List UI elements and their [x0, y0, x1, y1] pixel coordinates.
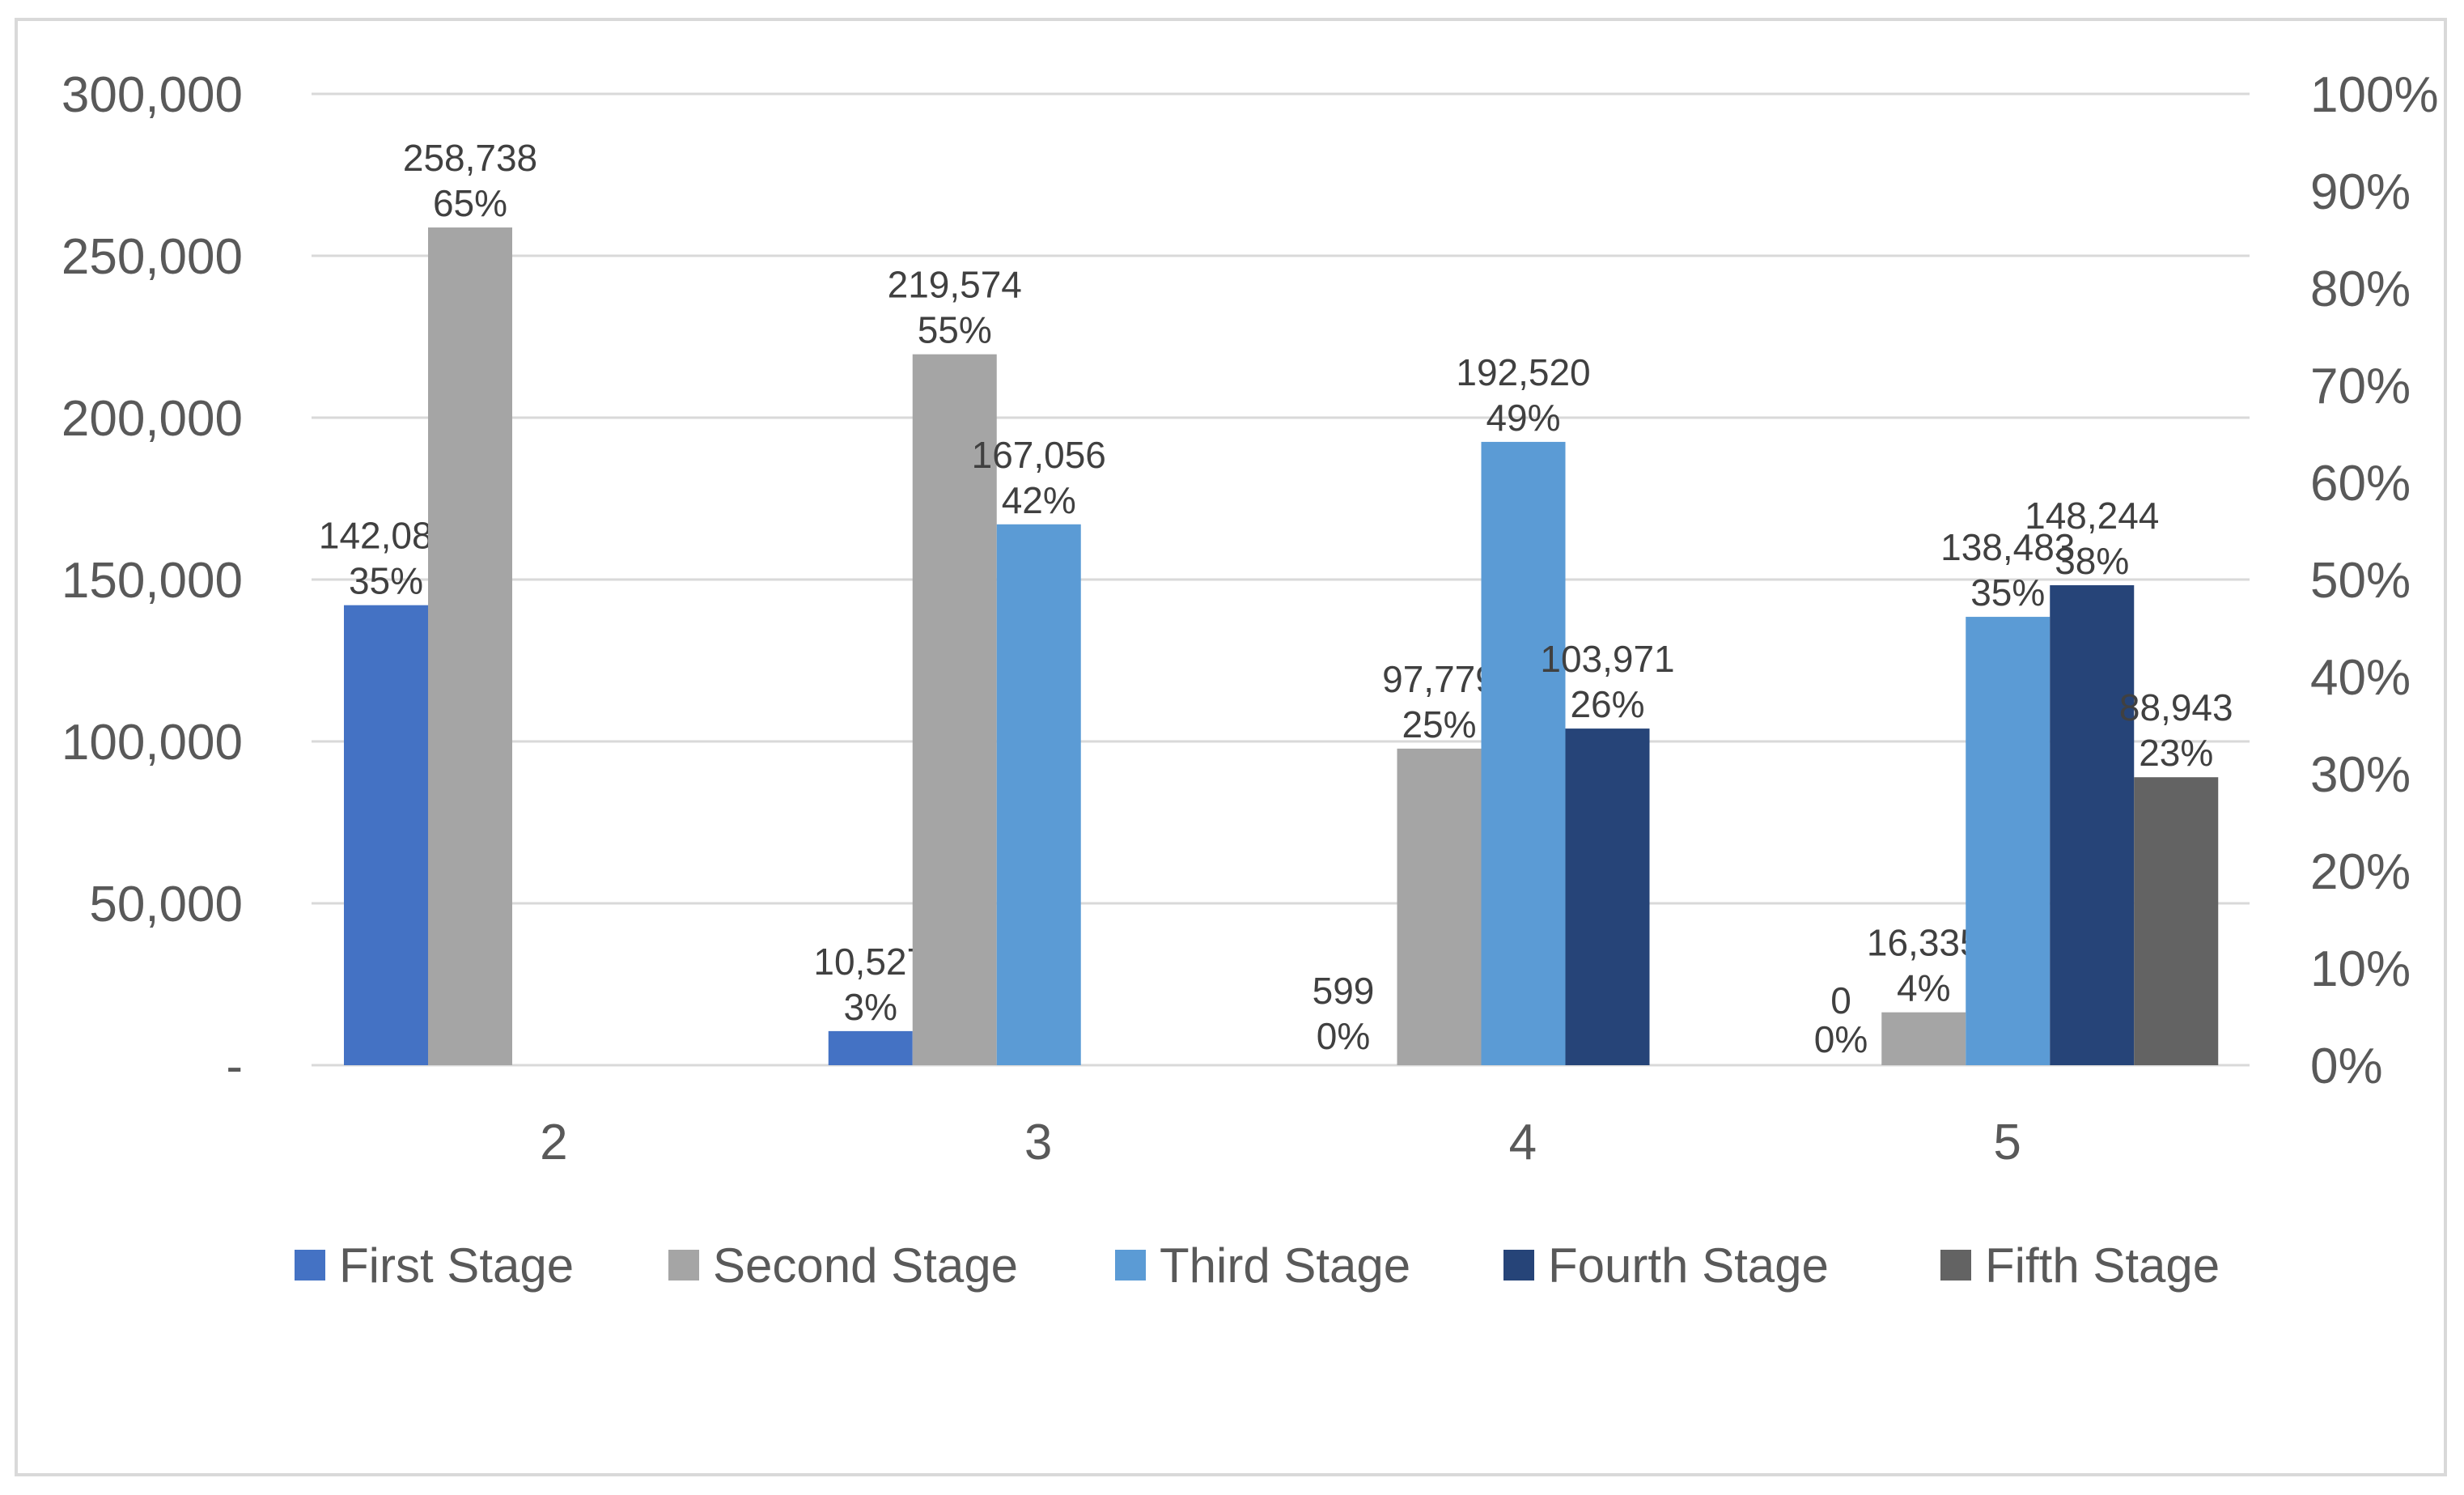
y-axis-tick-label: 50,000	[89, 877, 243, 932]
data-label-percent: 3%	[844, 986, 897, 1028]
y2-axis-tick-label: 90%	[2310, 164, 2411, 220]
x-axis-tick-label: 5	[1993, 1115, 2021, 1170]
y2-axis-tick-label: 50%	[2310, 553, 2411, 609]
data-label-value: 219,574	[888, 264, 1022, 306]
data-label-percent: 49%	[1486, 397, 1560, 439]
bar	[1881, 1012, 1966, 1065]
legend-swatch	[668, 1250, 699, 1281]
data-label-value: 599	[1313, 970, 1375, 1012]
legend-label: Fifth Stage	[1985, 1238, 2220, 1293]
bar	[344, 605, 428, 1065]
data-label-percent: 25%	[1402, 703, 1476, 745]
data-label-percent: 0%	[1317, 1015, 1370, 1057]
data-label-value: 167,056	[972, 434, 1106, 476]
y-axis-tick-label: 250,000	[61, 229, 243, 285]
data-label-value: 138,483	[1940, 526, 2075, 568]
legend-swatch	[1115, 1250, 1146, 1281]
data-label-percent: 65%	[433, 182, 507, 224]
legend-label: Second Stage	[713, 1238, 1018, 1293]
data-label-percent: 0%	[1814, 1018, 1868, 1060]
x-axis-tick-label: 2	[540, 1115, 567, 1170]
bar	[2134, 777, 2219, 1065]
legend-label: Third Stage	[1160, 1238, 1410, 1293]
legend-swatch	[295, 1250, 325, 1281]
data-label-percent: 35%	[349, 560, 423, 602]
bar	[1565, 728, 1650, 1065]
data-label-value: 0	[1830, 979, 1851, 1021]
y2-axis-tick-label: 70%	[2310, 359, 2411, 414]
y2-axis-tick-label: 30%	[2310, 747, 2411, 803]
y2-axis-tick-label: 0%	[2310, 1038, 2383, 1094]
data-label-percent: 42%	[1002, 479, 1076, 521]
y2-axis-tick-label: 40%	[2310, 650, 2411, 706]
bar	[996, 524, 1081, 1065]
x-axis-tick-label: 4	[1509, 1115, 1537, 1170]
bar	[1966, 617, 2051, 1065]
y-axis-tick-label: -	[226, 1038, 243, 1094]
data-label-percent: 26%	[1570, 683, 1644, 725]
data-label-percent: 35%	[1970, 571, 2045, 614]
data-label-percent: 55%	[918, 309, 992, 351]
data-label-value: 10,527	[813, 941, 927, 983]
bar	[1397, 748, 1482, 1065]
y-axis-tick-label: 300,000	[61, 67, 243, 123]
bar	[912, 354, 997, 1066]
y2-axis-tick-label: 10%	[2310, 941, 2411, 997]
data-label-percent: 4%	[1897, 967, 1950, 1009]
data-label-value: 148,244	[2025, 495, 2159, 537]
data-label-value: 258,738	[403, 137, 537, 179]
y2-axis-tick-label: 60%	[2310, 456, 2411, 512]
y2-axis-tick-label: 20%	[2310, 844, 2411, 900]
data-label-value: 103,971	[1540, 638, 1674, 680]
data-label-value: 97,779	[1382, 658, 1496, 700]
y-axis-tick-label: 100,000	[61, 715, 243, 771]
legend-swatch	[1940, 1250, 1971, 1281]
y2-axis-tick-label: 100%	[2310, 67, 2439, 123]
data-label-value: 88,943	[2119, 686, 2233, 728]
bar	[2050, 585, 2135, 1065]
data-label-value: 16,335	[1867, 922, 1981, 964]
data-label-percent: 23%	[2139, 732, 2213, 774]
bar	[828, 1030, 913, 1065]
bar	[428, 227, 512, 1066]
y-axis-tick-label: 200,000	[61, 391, 243, 447]
legend-swatch	[1503, 1250, 1534, 1281]
legend-label: First Stage	[339, 1238, 574, 1293]
x-axis-tick-label: 3	[1024, 1115, 1052, 1170]
data-label-percent: 38%	[2055, 540, 2129, 582]
bar	[1481, 441, 1566, 1065]
data-label-value: 192,520	[1456, 351, 1590, 393]
y-axis-tick-label: 150,000	[61, 553, 243, 609]
legend-label: Fourth Stage	[1548, 1238, 1829, 1293]
y2-axis-tick-label: 80%	[2310, 261, 2411, 317]
